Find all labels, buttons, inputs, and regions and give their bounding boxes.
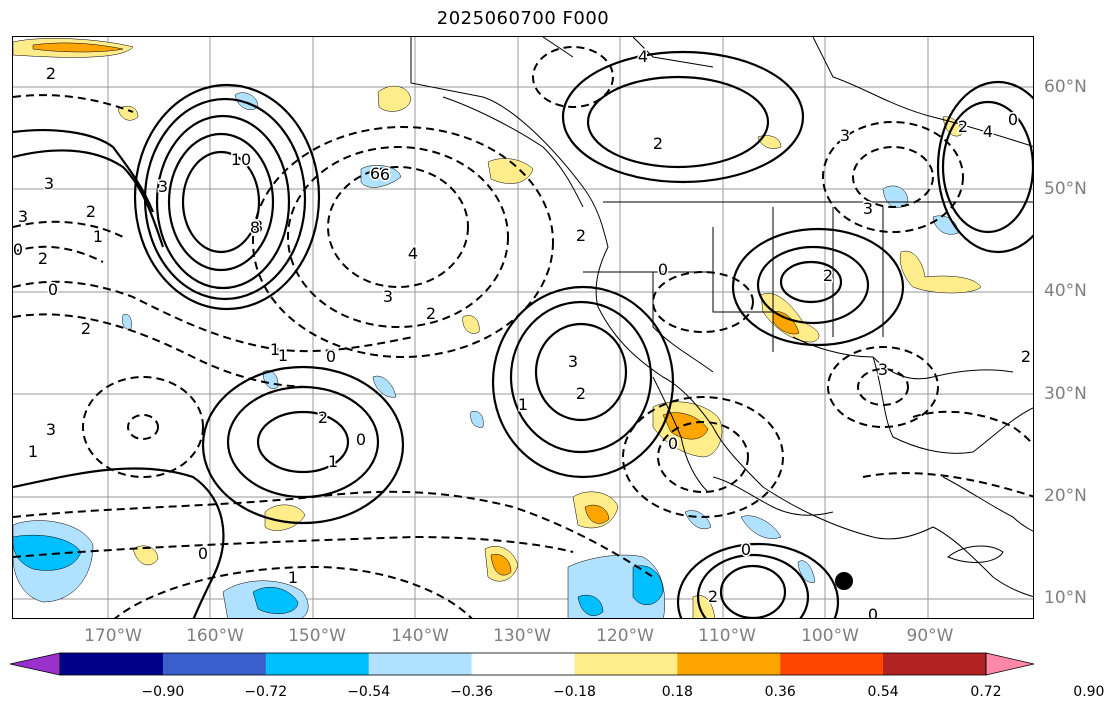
lon-label-130w: 130°W: [493, 626, 551, 646]
contour-label: 2: [576, 384, 586, 403]
contour-label: 0: [741, 540, 751, 559]
lat-label-60n: 60°N: [1044, 77, 1087, 97]
colorbar-segment: [162, 653, 267, 675]
contour-label: 2: [38, 249, 48, 268]
contour-label: 4: [408, 244, 418, 263]
contour-label: 6: [370, 164, 380, 183]
contour-label: 2: [653, 134, 663, 153]
colorbar-segment: [677, 653, 781, 675]
colorbar-tick-label: −0.90: [141, 684, 185, 700]
map-title: 2025060700 F000: [436, 8, 610, 29]
colorbar-segment: [265, 653, 370, 675]
gridlines: [13, 37, 1033, 618]
positive-shading: [13, 38, 982, 618]
lat-label-40n: 40°N: [1044, 281, 1087, 301]
contour-label: 3: [863, 199, 873, 218]
colorbar-segment: [60, 653, 164, 675]
negative-shading: [13, 92, 959, 618]
contour-label: 1: [28, 442, 38, 461]
lon-label-140w: 140°W: [391, 626, 449, 646]
dashed-contours: [13, 46, 1033, 618]
contour-label: 0: [658, 260, 668, 279]
contour-label: 1: [328, 452, 338, 471]
lat-label-10n: 10°N: [1044, 588, 1087, 608]
colorbar-extend-low: [10, 652, 61, 676]
colorbar-segment: [368, 653, 473, 675]
colorbar-segment: [574, 653, 678, 675]
contour-label: 4: [983, 122, 993, 141]
contour-label: 2: [46, 64, 56, 83]
colorbar-extend-high: [985, 652, 1035, 676]
lon-label-160w: 160°W: [186, 626, 244, 646]
contour-label: 10: [231, 150, 251, 169]
lon-label-170w: 170°W: [84, 626, 142, 646]
contour-label: 3: [568, 352, 578, 371]
lon-label-90w: 90°W: [906, 626, 954, 646]
map-panel: 2 4 10 8 6 4 3 3 2 0 2 1 1 0 2 3 0 2 3 2 1 0 2 0 1 3 2 4 3 2 0 6 8 3 2 1 0 1 0…: [12, 36, 1034, 619]
colorbar-tick-label: −0.54: [347, 684, 391, 700]
contour-label: 4: [638, 47, 648, 66]
contour-label: 8: [253, 217, 263, 236]
colorbar: [10, 652, 1035, 676]
colorbar-tick-label: 0.72: [970, 684, 1002, 700]
contour-label: 2: [426, 304, 436, 323]
contour-label: 1: [518, 395, 528, 414]
lon-label-100w: 100°W: [801, 626, 859, 646]
contour-label-layer: 2410864332021102302321020132432068321010…: [13, 46, 1033, 619]
colorbar-tick-label: −0.18: [552, 684, 596, 700]
contour-label: 2: [823, 266, 833, 285]
colorbar-outline: [59, 652, 987, 676]
contour-label: 2: [318, 408, 328, 427]
colorbar-tick-label: −0.36: [450, 684, 493, 700]
contour-label: 3: [383, 287, 393, 306]
colorbar-segment: [780, 653, 884, 675]
contour-label: 1: [288, 568, 298, 587]
contour-label: 3: [158, 177, 168, 196]
contour-label: 1: [278, 346, 288, 365]
colorbar-tick-label: 0.90: [1073, 684, 1105, 700]
point-marker: [835, 572, 853, 590]
contour-label: 3: [840, 126, 850, 145]
contour-label: 0: [48, 280, 58, 299]
contour-label: 1: [93, 227, 103, 246]
lat-label-20n: 20°N: [1044, 486, 1087, 506]
lon-label-150w: 150°W: [288, 626, 346, 646]
lat-label-50n: 50°N: [1044, 179, 1087, 199]
contour-label: 2: [86, 202, 96, 221]
contour-label: 3: [46, 420, 56, 439]
contour-label: 8: [250, 218, 260, 237]
contour-label: 0: [868, 605, 878, 619]
lon-label-120w: 120°W: [596, 626, 654, 646]
lat-label-30n: 30°N: [1044, 384, 1087, 404]
colorbar-tick-label: −0.72: [244, 684, 288, 700]
contour-label: 1: [270, 340, 280, 359]
contour-label: 0: [198, 544, 208, 563]
contour-label: 0: [326, 347, 336, 366]
contour-label: 0: [356, 430, 366, 449]
solid-contours: [13, 50, 1033, 618]
colorbar-segment: [471, 653, 575, 675]
contour-label: 6: [380, 165, 390, 184]
contour-label: 0: [13, 240, 23, 259]
contour-label: 3: [18, 207, 28, 226]
contour-label: 2: [576, 226, 586, 245]
contour-label: 2: [958, 117, 968, 136]
map-svg: 2410864332021102302321020132432068321010…: [13, 37, 1033, 619]
colorbar-tick-label: 0.54: [867, 684, 899, 700]
contour-label: 2: [708, 587, 718, 606]
colorbar-tick-label: 0.18: [661, 684, 693, 700]
contour-label: 3: [878, 360, 888, 379]
colorbar-tick-label: 0.36: [764, 684, 796, 700]
contour-label: 3: [44, 174, 54, 193]
contour-label: 2: [81, 319, 91, 338]
contour-label: 0: [668, 434, 678, 453]
contour-label: 0: [1008, 110, 1018, 129]
lon-label-110w: 110°W: [698, 626, 756, 646]
contour-label: 2: [1021, 347, 1031, 366]
colorbar-segment: [883, 653, 987, 675]
